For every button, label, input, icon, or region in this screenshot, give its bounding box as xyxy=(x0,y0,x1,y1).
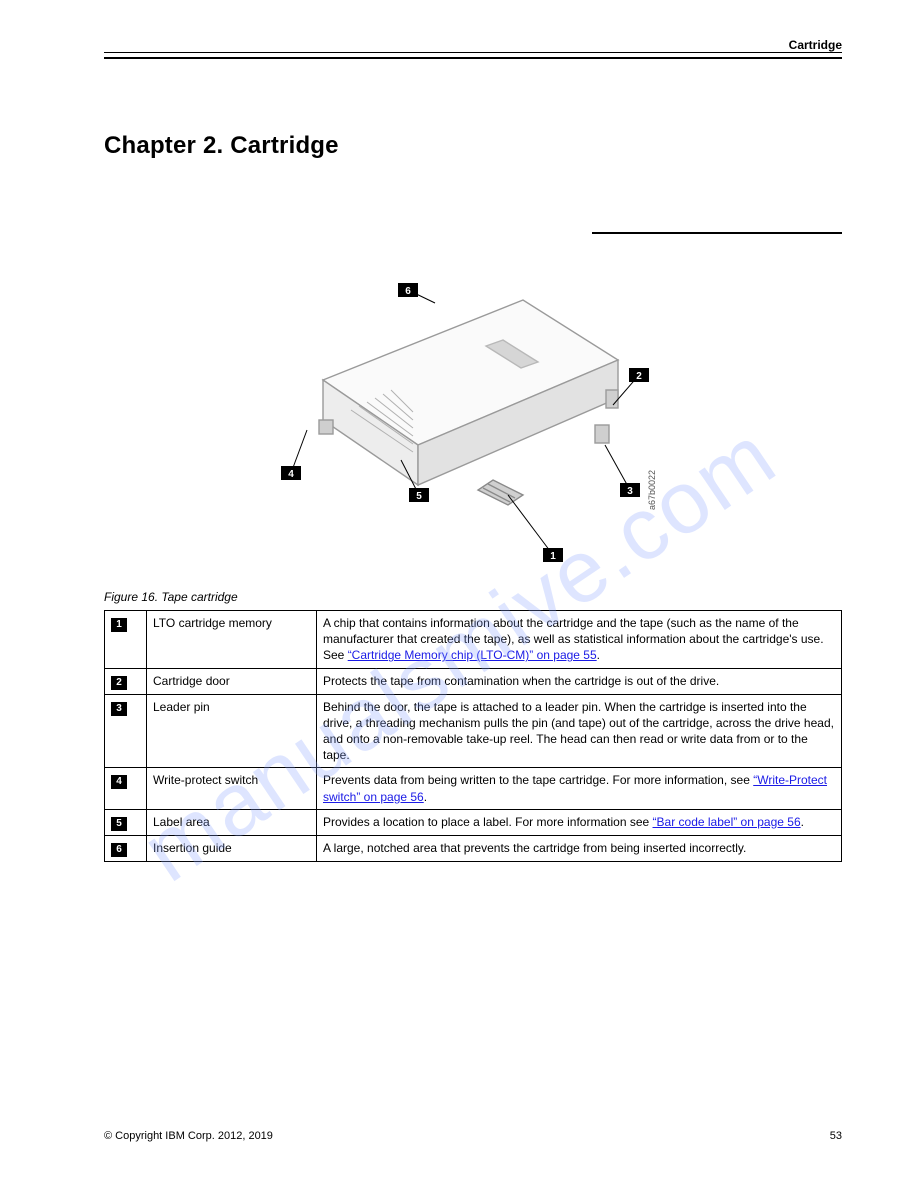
row-number-cell: 6 xyxy=(105,835,147,861)
chapter-underline xyxy=(592,232,842,234)
callout-number: 2 xyxy=(636,371,642,382)
row-number-badge: 5 xyxy=(111,817,127,831)
table-row: 3 Leader pinBehind the door, the tape is … xyxy=(105,694,842,768)
component-description: Prevents data from being written to the … xyxy=(317,768,842,809)
row-number-badge: 6 xyxy=(111,843,127,857)
chapter-heading-block: Chapter 2. Cartridge xyxy=(104,132,842,242)
page-footer: © Copyright IBM Corp. 2012, 2019 53 xyxy=(104,1130,842,1142)
tape-cartridge-figure: 1 2 3 4 5 6 a67b0022 xyxy=(263,270,683,580)
row-number-badge: 2 xyxy=(111,676,127,690)
component-name: Leader pin xyxy=(147,694,317,768)
row-number-cell: 4 xyxy=(105,768,147,809)
row-number-badge: 3 xyxy=(111,702,127,716)
chapter-title: Chapter 2. Cartridge xyxy=(104,132,842,160)
header-rule-thick xyxy=(104,57,842,59)
component-description: A chip that contains information about t… xyxy=(317,611,842,669)
header-rule-thin xyxy=(104,52,842,53)
callout-number: 5 xyxy=(416,491,422,502)
running-head: Cartridge xyxy=(789,38,842,52)
component-name: Write-protect switch xyxy=(147,768,317,809)
table-row: 4 Write-protect switchPrevents data from … xyxy=(105,768,842,809)
row-number-cell: 5 xyxy=(105,809,147,835)
row-number-badge: 4 xyxy=(111,775,127,789)
component-name: Label area xyxy=(147,809,317,835)
callout-number: 1 xyxy=(550,551,556,562)
callout-number: 4 xyxy=(288,469,294,480)
table-row: 5 Label areaProvides a location to place … xyxy=(105,809,842,835)
table-row: 6 Insertion guideA large, notched area th… xyxy=(105,835,842,861)
callout-number: 6 xyxy=(405,286,411,297)
footer-page-number: 53 xyxy=(830,1130,842,1142)
cross-reference-link[interactable]: “Write-Protect switch” on page 56 xyxy=(323,773,827,803)
component-description: Provides a location to place a label. Fo… xyxy=(317,809,842,835)
table-row: 2 Cartridge doorProtects the tape from co… xyxy=(105,668,842,694)
component-description: A large, notched area that prevents the … xyxy=(317,835,842,861)
components-table: 1 LTO cartridge memoryA chip that contain… xyxy=(104,610,842,862)
figure-caption: Figure 16. Tape cartridge xyxy=(104,590,842,604)
callout-leader xyxy=(508,495,553,555)
row-number-cell: 1 xyxy=(105,611,147,669)
row-number-cell: 3 xyxy=(105,694,147,768)
cross-reference-link[interactable]: “Bar code label” on page 56 xyxy=(653,815,801,829)
component-description: Protects the tape from contamination whe… xyxy=(317,668,842,694)
component-name: Cartridge door xyxy=(147,668,317,694)
component-description: Behind the door, the tape is attached to… xyxy=(317,694,842,768)
figure-wrap: 1 2 3 4 5 6 a67b0022 xyxy=(104,270,842,580)
cross-reference-link[interactable]: “Cartridge Memory chip (LTO-CM)” on page… xyxy=(348,648,597,662)
component-name: LTO cartridge memory xyxy=(147,611,317,669)
callout-number: 3 xyxy=(627,486,633,497)
cartridge-body xyxy=(319,300,618,505)
table-row: 1 LTO cartridge memoryA chip that contain… xyxy=(105,611,842,669)
row-number-cell: 2 xyxy=(105,668,147,694)
row-number-badge: 1 xyxy=(111,618,127,632)
component-name: Insertion guide xyxy=(147,835,317,861)
footer-copyright: © Copyright IBM Corp. 2012, 2019 xyxy=(104,1130,273,1142)
page-header: Cartridge xyxy=(104,52,842,96)
figure-ref-code: a67b0022 xyxy=(647,470,657,510)
